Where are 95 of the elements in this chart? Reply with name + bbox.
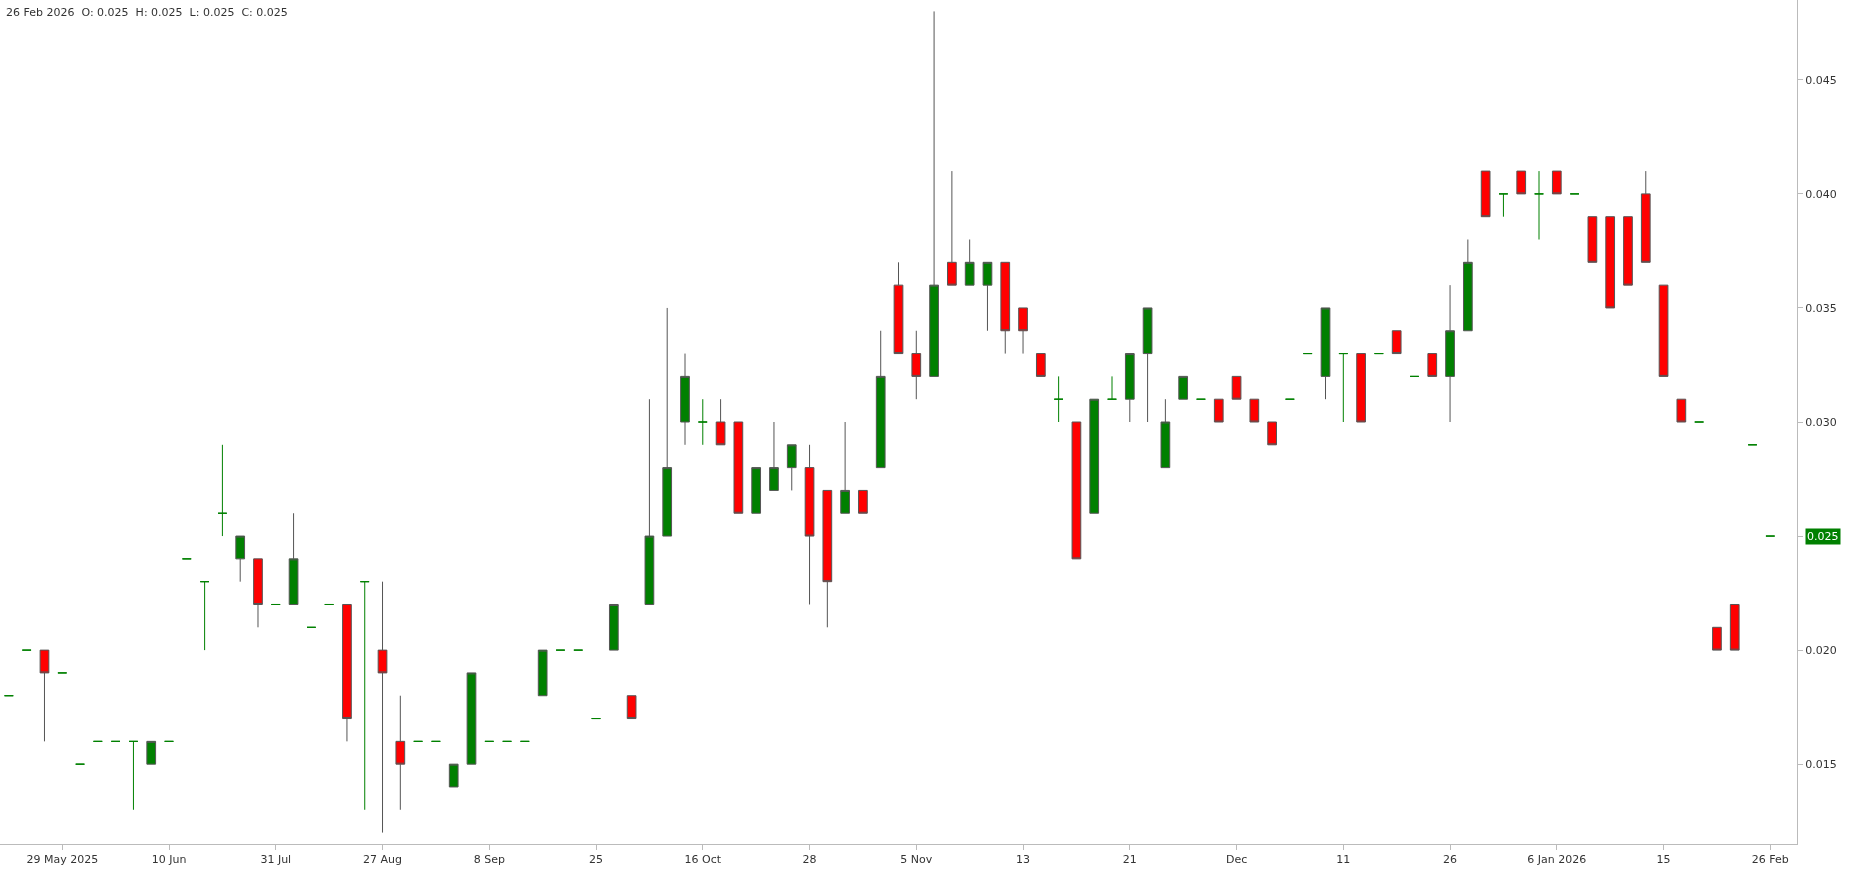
- candlestick: [1427, 353, 1438, 377]
- candlestick: [1516, 170, 1527, 195]
- x-tick-label: 11: [1336, 853, 1351, 867]
- x-tick-label: 16 Oct: [684, 853, 722, 867]
- candlestick: [804, 444, 815, 605]
- candlestick: [858, 489, 868, 514]
- candlestick: [1018, 307, 1028, 355]
- x-tick-label: 31 Jul: [260, 853, 292, 867]
- candlestick: [377, 581, 388, 834]
- candlestick: [1071, 421, 1082, 560]
- x-tick-label: 26: [1443, 853, 1458, 867]
- candlestick: [39, 649, 50, 742]
- candlestick: [235, 535, 246, 583]
- candlestick: [288, 512, 299, 605]
- y-tick-label: 0.035: [1805, 301, 1837, 315]
- candlestick: [786, 444, 797, 491]
- candlestick: [253, 558, 263, 628]
- candlestick: [1320, 307, 1331, 400]
- candlestick: [537, 649, 548, 697]
- candlestick: [1640, 170, 1651, 263]
- candlestick: [1676, 398, 1687, 423]
- candlestick: [929, 10, 939, 377]
- candlestick: [1623, 216, 1633, 286]
- candlestick: [1053, 375, 1064, 423]
- candlestick: [840, 421, 850, 514]
- candlestick: [875, 330, 886, 469]
- x-tick-label: 10 Jun: [151, 853, 187, 867]
- candlestick: [1462, 239, 1473, 332]
- candlestick: [626, 695, 637, 720]
- y-tick-label: 0.025: [1807, 530, 1839, 543]
- candlestick: [1089, 398, 1100, 514]
- candlestick: [662, 307, 673, 537]
- candlestick: [1605, 216, 1616, 309]
- x-tick-label: 29 May 2025: [26, 853, 99, 867]
- candlestick: [1729, 603, 1740, 651]
- candlestick: [466, 672, 477, 765]
- candlestick: [911, 330, 922, 400]
- candlestick: [1480, 170, 1491, 218]
- y-tick-label: 0.015: [1805, 758, 1837, 772]
- x-tick-label: 25: [589, 853, 604, 867]
- x-tick-label: Dec: [1225, 853, 1248, 867]
- y-tick-label: 0.045: [1805, 73, 1837, 87]
- candlestick: [1267, 421, 1277, 446]
- candlestick: [751, 467, 762, 514]
- candlestick: [1551, 170, 1562, 195]
- x-tick-label: 27 Aug: [363, 853, 403, 867]
- candlestick: [359, 581, 370, 811]
- x-tick-label: 5 Nov: [900, 853, 933, 867]
- candlestick: [217, 444, 228, 537]
- candlestick: [608, 603, 619, 651]
- candlestick: [1338, 353, 1349, 423]
- candlestick: [1160, 398, 1171, 469]
- candlestick: [1498, 193, 1509, 218]
- candlestick: [146, 740, 157, 765]
- x-tick-label: 13: [1016, 853, 1031, 867]
- candlestick: [769, 421, 779, 491]
- candlestick: [982, 261, 993, 332]
- candlestick: [448, 763, 459, 788]
- x-tick-label: 28: [802, 853, 817, 867]
- candlestick: [644, 398, 655, 605]
- candlestick: [199, 581, 210, 651]
- candlestick: [733, 421, 744, 514]
- candlestick: [1035, 353, 1046, 377]
- y-tick-label: 0.030: [1805, 415, 1837, 429]
- candlestick: [680, 353, 690, 446]
- candlestick: [893, 261, 904, 355]
- candlestick: [964, 239, 975, 286]
- y-tick-label: 0.040: [1805, 187, 1837, 201]
- candlestick: [1391, 330, 1402, 355]
- candlestick: [1445, 284, 1455, 423]
- candlestick: [715, 398, 726, 446]
- candlestick: [1356, 353, 1366, 423]
- candlestick: [342, 603, 352, 742]
- x-tick-label: 21: [1122, 853, 1137, 867]
- candlestick: [1587, 216, 1598, 263]
- candlestick: [395, 695, 406, 811]
- candlestick: [1213, 398, 1224, 423]
- x-tick-label: 15: [1656, 853, 1671, 867]
- candlestick: [822, 489, 833, 628]
- y-tick-label: 0.020: [1805, 643, 1837, 657]
- candlestick: [1124, 353, 1135, 423]
- candlestick: [1712, 626, 1722, 651]
- candlestick: [1658, 284, 1669, 377]
- x-tick-label: 26 Feb: [1751, 853, 1789, 867]
- candlestick: [1000, 261, 1011, 355]
- candlestick: [128, 740, 139, 811]
- candlestick: [697, 398, 708, 446]
- x-tick-label: 8 Sep: [473, 853, 505, 867]
- candlestick: [1249, 398, 1260, 423]
- annotation: 26 Feb 2026 O: 0.025 H: 0.025 L: 0.025 C: 0.025: [6, 6, 288, 19]
- candlestick: [1178, 375, 1189, 400]
- x-tick-label: 6 Jan 2026: [1527, 853, 1587, 867]
- candlestick: [1231, 375, 1242, 400]
- candlestick: [1142, 307, 1153, 423]
- candlestick: [947, 170, 957, 286]
